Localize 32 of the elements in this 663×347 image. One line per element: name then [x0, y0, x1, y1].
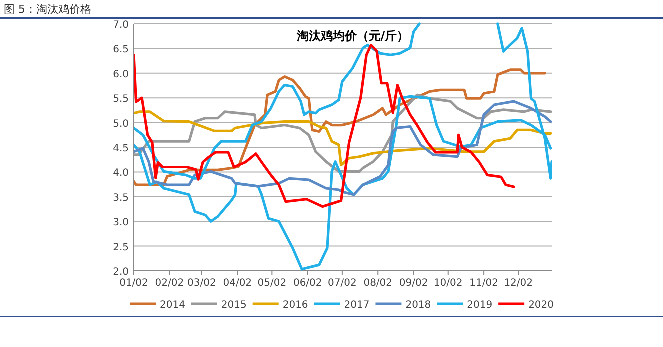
legend-label: 2015 [221, 300, 247, 311]
x-tick-label: 01/02 [120, 278, 148, 289]
y-tick-label: 3.0 [113, 218, 129, 229]
x-tick-label: 03/02 [188, 278, 216, 289]
y-tick-label: 7.0 [113, 20, 129, 31]
y-tick-label: 6.0 [113, 69, 129, 80]
y-tick-label: 6.5 [113, 44, 129, 56]
legend-label: 2018 [406, 300, 432, 311]
x-tick-label: 10/02 [434, 278, 463, 289]
text: 淘汰鸡均价（元/斤） [296, 29, 410, 43]
y-tick-label: 5.5 [113, 94, 129, 106]
x-tick-label: 09/02 [399, 278, 428, 289]
x-tick-label: 06/02 [293, 278, 322, 289]
legend-label: 2019 [467, 300, 493, 311]
y-tick-label: 2.5 [113, 242, 129, 254]
legend-label: 2014 [160, 300, 186, 311]
x-tick-label: 04/02 [223, 278, 252, 289]
x-tick-label: 02/02 [155, 278, 184, 289]
y-tick-label: 2.0 [113, 267, 129, 278]
x-tick-label: 11/02 [470, 278, 498, 289]
y-tick-label: 3.5 [113, 192, 129, 204]
y-tick-label: 4.0 [113, 168, 129, 180]
x-tick-label: 07/02 [328, 278, 357, 289]
legend-label: 2017 [344, 300, 370, 311]
y-tick-label: 4.5 [113, 144, 129, 154]
x-tick-label: 12/02 [504, 278, 534, 289]
legend-label: 2016 [282, 300, 308, 311]
legend-label: 2020 [528, 300, 554, 311]
title: 图 5：淘汰鸡价格 [4, 3, 92, 16]
x-tick-label: 05/02 [258, 278, 287, 289]
y-tick-label: 5.0 [113, 118, 129, 130]
x-tick-label: 08/02 [364, 278, 393, 289]
